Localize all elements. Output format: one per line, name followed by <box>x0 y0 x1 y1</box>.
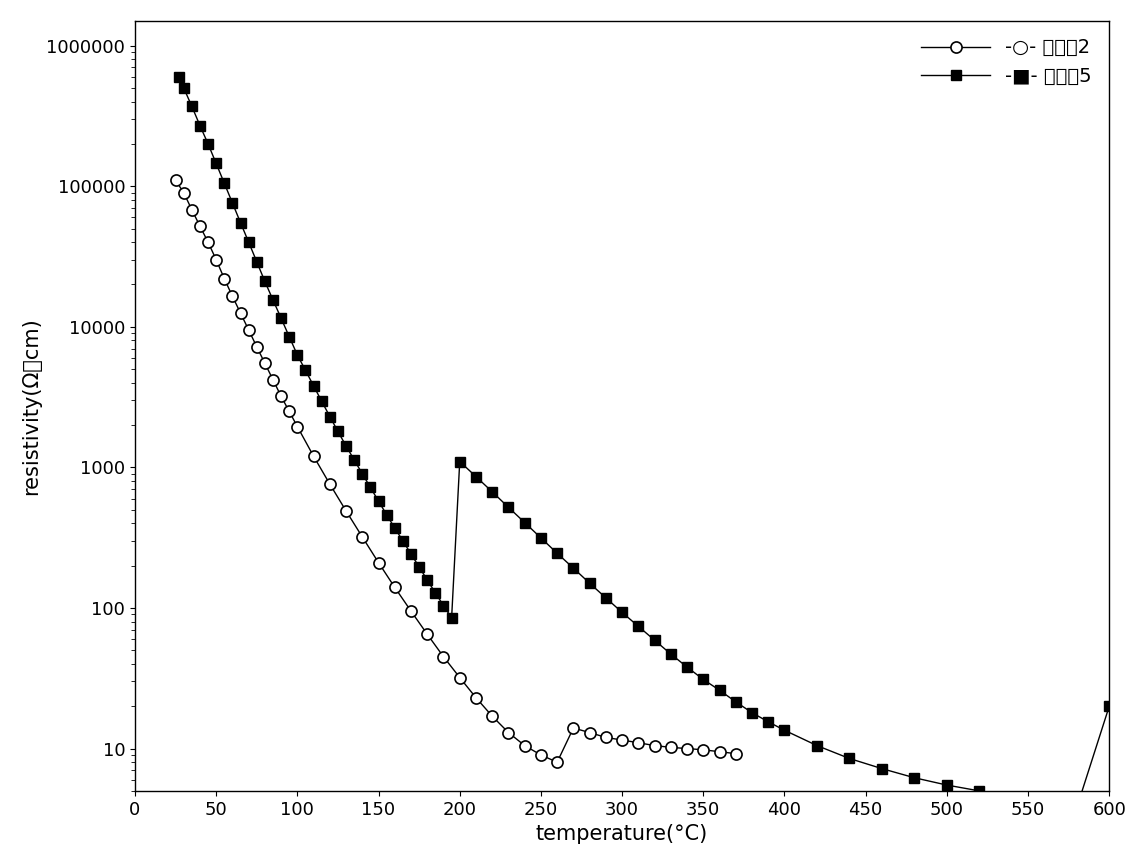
-○- 对比入2 <box>485 711 499 721</box>
-○- 对比入2 <box>388 582 401 593</box>
-○- 对比入2 <box>234 308 248 318</box>
-○- 对比入2 <box>615 735 629 746</box>
-○- 对比入2 <box>209 254 223 265</box>
-○- 对比入2 <box>372 557 385 567</box>
-■- 实施入5 <box>712 685 726 695</box>
-○- 对比入2 <box>258 358 272 368</box>
-○- 对比入2 <box>282 407 296 417</box>
-○- 对比入2 <box>453 672 467 682</box>
-○- 对比入2 <box>290 421 304 432</box>
Y-axis label: resistivity(Ω・cm): resistivity(Ω・cm) <box>21 317 41 495</box>
-○- 对比入2 <box>266 375 280 385</box>
-○- 对比入2 <box>250 342 264 352</box>
-○- 对比入2 <box>169 176 182 186</box>
-○- 对比入2 <box>501 727 515 738</box>
-○- 对比入2 <box>696 745 710 755</box>
-○- 对比入2 <box>340 506 353 516</box>
-○- 对比入2 <box>421 629 435 639</box>
-○- 对比入2 <box>323 479 337 490</box>
-○- 对比入2 <box>712 746 726 757</box>
-○- 对比入2 <box>664 742 678 753</box>
-■- 实施入5 <box>209 158 223 169</box>
Line: -■- 实施入5: -■- 实施入5 <box>174 72 1114 812</box>
X-axis label: temperature(°C): temperature(°C) <box>536 824 708 844</box>
-○- 对比入2 <box>535 750 548 760</box>
-■- 实施入5 <box>331 426 345 437</box>
-■- 实施入5 <box>1070 803 1084 813</box>
-○- 对比入2 <box>680 743 694 753</box>
-○- 对比入2 <box>517 740 531 751</box>
-○- 对比入2 <box>306 451 320 461</box>
-○- 对比入2 <box>583 727 596 738</box>
Legend: -○- 对比入2, -■- 实施入5: -○- 对比入2, -■- 实施入5 <box>914 30 1100 93</box>
-○- 对比入2 <box>274 391 288 401</box>
-○- 对比入2 <box>185 204 198 215</box>
-○- 对比入2 <box>356 532 369 542</box>
-■- 实施入5 <box>396 535 409 546</box>
-○- 对比入2 <box>437 651 451 662</box>
-○- 对比入2 <box>599 733 612 743</box>
-○- 对比入2 <box>648 740 662 751</box>
-■- 实施入5 <box>1102 701 1116 711</box>
-○- 对比入2 <box>404 606 418 616</box>
-○- 对比入2 <box>632 738 646 748</box>
-○- 对比入2 <box>177 188 190 198</box>
-○- 对比入2 <box>226 291 240 301</box>
Line: -○- 对比入2: -○- 对比入2 <box>170 175 741 768</box>
-■- 实施入5 <box>172 72 186 82</box>
-■- 实施入5 <box>941 780 954 791</box>
-○- 对比入2 <box>193 221 206 231</box>
-○- 对比入2 <box>567 723 580 734</box>
-○- 对比入2 <box>201 237 214 247</box>
-○- 对比入2 <box>551 757 564 767</box>
-○- 对比入2 <box>728 748 742 759</box>
-○- 对比入2 <box>242 324 256 335</box>
-■- 实施入5 <box>298 365 312 375</box>
-○- 对比入2 <box>218 273 232 284</box>
-○- 对比入2 <box>469 693 483 703</box>
